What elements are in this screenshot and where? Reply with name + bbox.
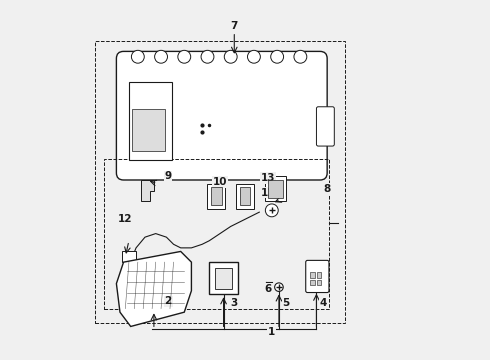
Circle shape bbox=[275, 283, 283, 292]
Bar bbox=[236, 184, 254, 208]
Circle shape bbox=[178, 50, 191, 63]
Circle shape bbox=[201, 50, 214, 63]
Polygon shape bbox=[117, 251, 192, 327]
Text: 11: 11 bbox=[261, 188, 275, 198]
Bar bbox=[211, 187, 222, 205]
Bar bbox=[310, 272, 315, 278]
Text: 13: 13 bbox=[261, 173, 275, 183]
Text: 2: 2 bbox=[165, 296, 172, 306]
Circle shape bbox=[270, 50, 284, 63]
Circle shape bbox=[131, 50, 144, 63]
Bar bbox=[240, 187, 250, 205]
Bar bbox=[268, 180, 283, 198]
FancyBboxPatch shape bbox=[317, 107, 334, 146]
Bar bbox=[265, 176, 286, 202]
Bar bbox=[129, 82, 172, 160]
Bar bbox=[209, 262, 238, 294]
Bar bbox=[310, 280, 315, 285]
Text: 4: 4 bbox=[320, 298, 327, 308]
Bar bbox=[132, 109, 165, 152]
Bar bbox=[215, 267, 232, 289]
Circle shape bbox=[247, 50, 260, 63]
Text: 3: 3 bbox=[231, 298, 238, 308]
FancyBboxPatch shape bbox=[117, 51, 327, 180]
Circle shape bbox=[224, 50, 237, 63]
Bar bbox=[317, 272, 321, 278]
Bar bbox=[317, 280, 321, 285]
Text: 7: 7 bbox=[231, 21, 238, 31]
Text: 6: 6 bbox=[265, 284, 272, 294]
Text: 1: 1 bbox=[268, 327, 275, 337]
Circle shape bbox=[266, 204, 278, 217]
Text: 5: 5 bbox=[282, 298, 290, 308]
Text: 10: 10 bbox=[213, 177, 227, 187]
FancyBboxPatch shape bbox=[306, 260, 329, 293]
Circle shape bbox=[294, 50, 307, 63]
Bar bbox=[122, 251, 136, 262]
Bar bbox=[207, 184, 225, 208]
Polygon shape bbox=[142, 180, 154, 202]
Circle shape bbox=[155, 50, 168, 63]
Text: 9: 9 bbox=[165, 171, 172, 181]
Text: 12: 12 bbox=[118, 214, 133, 224]
Text: 8: 8 bbox=[323, 184, 331, 194]
